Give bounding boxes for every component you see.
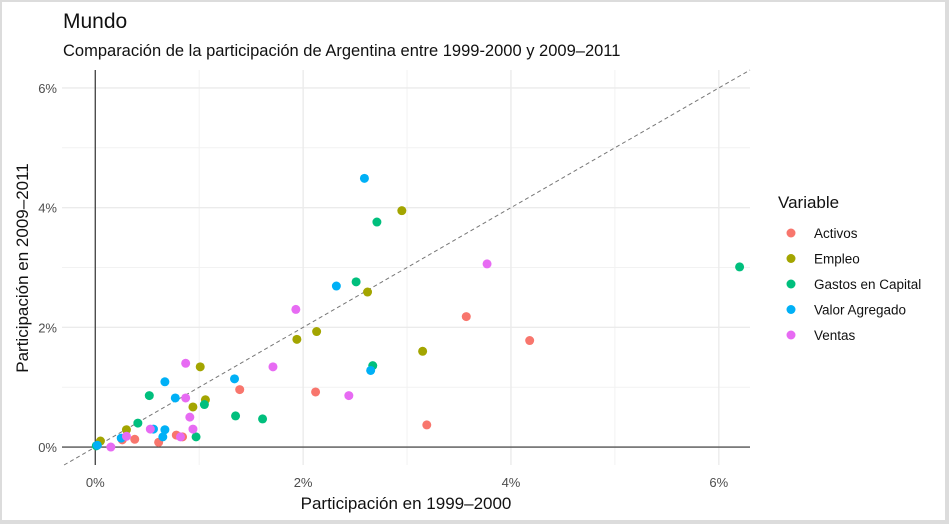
data-point-valor-agregado: [160, 377, 170, 387]
data-point-ventas: [106, 442, 116, 452]
data-point-ventas: [185, 412, 195, 422]
legend-label: Ventas: [814, 328, 856, 343]
data-point-gastos-en-capital: [372, 217, 382, 227]
data-point-gastos-en-capital: [258, 414, 268, 424]
data-point-ventas: [344, 391, 354, 401]
data-point-gastos-en-capital: [231, 411, 241, 421]
x-tick-label: 2%: [294, 475, 313, 490]
legend-label: Activos: [814, 226, 858, 241]
data-point-empleo: [418, 346, 428, 356]
legend-key-activos: [786, 228, 796, 238]
data-point-gastos-en-capital: [144, 391, 154, 401]
data-point-valor-agregado: [92, 440, 102, 450]
legend-label: Empleo: [814, 252, 860, 267]
data-point-gastos-en-capital: [351, 277, 361, 287]
data-point-empleo: [121, 425, 131, 435]
legend-label: Valor Agregado: [814, 303, 906, 318]
x-tick-label: 4%: [502, 475, 521, 490]
y-tick-label: 0%: [38, 440, 57, 455]
data-point-valor-agregado: [366, 365, 376, 375]
data-point-activos: [525, 336, 535, 346]
data-point-ventas: [291, 304, 301, 314]
data-point-valor-agregado: [331, 281, 341, 291]
x-tick-label: 0%: [86, 475, 105, 490]
data-point-valor-agregado: [359, 173, 369, 183]
chart-title: Mundo: [63, 10, 128, 33]
data-point-activos: [130, 434, 140, 444]
axes: [62, 70, 750, 465]
x-axis-title: Participación en 1999–2000: [301, 494, 512, 513]
data-point-gastos-en-capital: [191, 432, 201, 442]
legend-key-valor-agregado: [786, 305, 796, 314]
y-axis-title: Participación en 2009–2011: [13, 163, 32, 373]
data-point-ventas: [145, 424, 155, 434]
data-point-valor-agregado: [170, 393, 180, 403]
legend: Variable Activos Empleo Gastos en Capital V…: [778, 193, 921, 343]
data-point-activos: [461, 312, 471, 322]
data-point-empleo: [312, 327, 322, 337]
reference-line: [63, 69, 751, 466]
data-point-valor-agregado: [160, 425, 170, 435]
tick-labels: 0% 2% 4% 6% 0% 2% 4% 6%: [38, 81, 728, 490]
legend-title: Variable: [778, 193, 839, 212]
data-point-ventas: [181, 358, 191, 368]
y-tick-label: 6%: [38, 81, 57, 96]
data-point-ventas: [181, 393, 191, 403]
data-point-empleo: [195, 362, 205, 372]
data-point-ventas: [121, 431, 131, 441]
data-point-empleo: [292, 334, 302, 344]
data-points: [91, 173, 745, 452]
data-point-activos: [311, 387, 321, 397]
identity-line: [63, 69, 751, 466]
legend-key-empleo: [786, 254, 796, 263]
data-point-valor-agregado: [230, 374, 240, 384]
data-point-gastos-en-capital: [133, 418, 143, 428]
data-point-gastos-en-capital: [199, 400, 209, 410]
y-tick-label: 2%: [38, 320, 57, 335]
data-point-empleo: [363, 287, 373, 297]
x-tick-label: 6%: [709, 475, 728, 490]
data-point-empleo: [397, 206, 407, 216]
data-point-empleo: [188, 402, 198, 412]
data-point-ventas: [175, 432, 185, 442]
legend-key-gastos-en-capital: [786, 279, 796, 289]
legend-key-ventas: [786, 330, 796, 340]
data-point-activos: [422, 420, 432, 430]
data-point-ventas: [482, 259, 492, 269]
data-point-ventas: [268, 362, 278, 372]
legend-label: Gastos en Capital: [814, 277, 921, 292]
chart-subtitle: Comparación de la participación de Argen…: [63, 42, 621, 60]
data-point-ventas: [188, 424, 198, 434]
data-point-valor-agregado: [158, 432, 168, 442]
data-point-activos: [235, 385, 245, 395]
y-tick-label: 4%: [38, 201, 57, 216]
data-point-gastos-en-capital: [735, 262, 745, 272]
